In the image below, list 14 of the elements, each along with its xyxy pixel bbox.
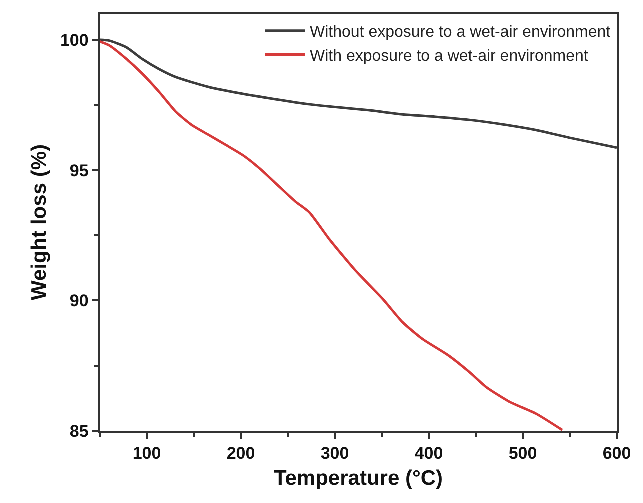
x-tick-label: 300	[320, 444, 350, 464]
x-tick-label: 200	[226, 444, 256, 464]
y-tick-label: 90	[70, 292, 89, 311]
legend-label: Without exposure to a wet-air environment	[310, 24, 612, 42]
y-tick-label: 85	[70, 422, 89, 441]
y-axis-title: Weight loss (%)	[28, 144, 52, 300]
x-tick-label: 400	[414, 444, 444, 464]
x-axis-title: Temperature (°C)	[274, 466, 444, 490]
y-tick-label: 95	[70, 161, 89, 180]
y-tick-label: 100	[60, 31, 89, 50]
x-tick-label: 600	[602, 444, 632, 464]
legend-label: With exposure to a wet-air environment	[310, 48, 589, 65]
x-tick-label: 100	[132, 444, 162, 464]
x-tick-label: 500	[508, 444, 538, 464]
